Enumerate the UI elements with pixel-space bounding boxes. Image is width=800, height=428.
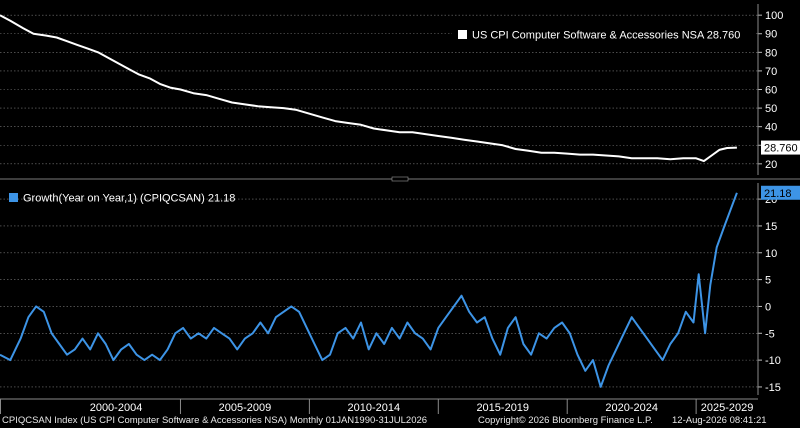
growth-legend: Growth(Year on Year,1) (CPIQCSAN) 21.18 <box>9 193 235 205</box>
x-axis: 2000-2004 2005-2009 2010-2014 2015-2019 2020… <box>0 399 754 414</box>
x-tick-label: 2010-2014 <box>348 402 401 414</box>
panel-resize-handle[interactable] <box>391 176 409 182</box>
footer-bar: CPIQCSAN Index (US CPI Computer Software… <box>0 414 800 428</box>
footer-copyright: Copyright© 2026 Bloomberg Finance L.P. <box>478 415 653 426</box>
y-tick-label-bot: -5 <box>765 328 775 340</box>
cpi-legend: US CPI Computer Software & Accessories N… <box>452 24 756 44</box>
cpi-last-value: 28.760 <box>764 143 798 155</box>
y-tick-label-top: 50 <box>765 103 777 115</box>
x-tick-label: 2015-2019 <box>476 402 529 414</box>
y-tick-label-top: 90 <box>765 29 777 41</box>
growth-series-line <box>0 192 738 388</box>
footer-security-description: CPIQCSAN Index (US CPI Computer Software… <box>2 415 428 426</box>
y-tick-label-top: 40 <box>765 122 777 134</box>
cpi-series-line <box>0 14 737 163</box>
y-tick-label-top: 80 <box>765 47 777 59</box>
y-tick-label-top: 20 <box>765 159 777 171</box>
y-tick-label-top: 60 <box>765 85 777 97</box>
x-tick-label: 2000-2004 <box>90 402 143 414</box>
y-tick-label-bot: -15 <box>765 382 781 394</box>
x-tick-label: 2025-2029 <box>701 402 754 414</box>
footer-timestamp: 12-Aug-2026 08:41:21 <box>672 415 767 426</box>
growth-last-value-badge: 21.18 <box>761 185 800 200</box>
growth-last-value: 21.18 <box>764 188 792 200</box>
x-tick-label: 2005-2009 <box>219 402 272 414</box>
y-tick-label-top: 70 <box>765 66 777 78</box>
x-tick-label: 2020-2024 <box>605 402 658 414</box>
cpi-last-value-badge: 28.760 <box>761 140 800 155</box>
growth-legend-label: Growth(Year on Year,1) (CPIQCSAN) 21.18 <box>23 193 235 205</box>
cpi-legend-label: US CPI Computer Software & Accessories N… <box>472 30 740 42</box>
growth-legend-swatch <box>9 193 18 202</box>
y-tick-label-bot: -10 <box>765 355 781 367</box>
cpi-legend-swatch <box>458 30 467 39</box>
y-tick-label-bot: 15 <box>765 221 777 233</box>
cpi-panel: 2030405060708090100 US CPI Computer Soft… <box>0 4 800 175</box>
y-tick-label-bot: 10 <box>765 248 777 260</box>
y-tick-label-top: 100 <box>765 10 783 22</box>
y-tick-label-bot: 5 <box>765 275 771 287</box>
y-tick-label-bot: 0 <box>765 301 771 313</box>
